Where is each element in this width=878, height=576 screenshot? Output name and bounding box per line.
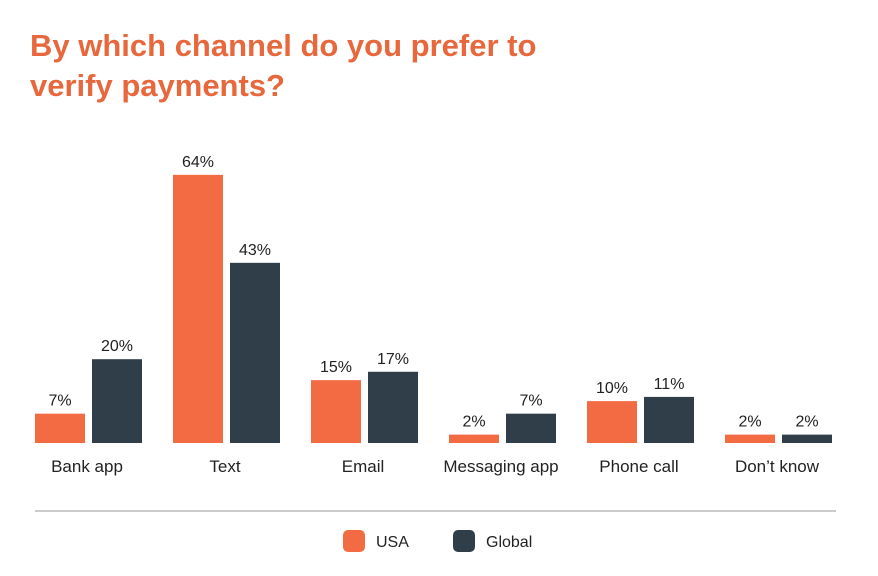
- value-label: 10%: [596, 380, 628, 397]
- value-label: 15%: [320, 359, 352, 376]
- x-tick-label: Don’t know: [734, 457, 820, 476]
- value-label: 7%: [519, 393, 542, 410]
- value-label: 2%: [738, 414, 761, 431]
- bar: [506, 413, 556, 443]
- x-tick-label: Phone call: [599, 457, 679, 476]
- bar: [35, 413, 85, 443]
- bar: [230, 262, 280, 443]
- value-label: 11%: [654, 376, 685, 393]
- x-tick-label: Email: [341, 457, 385, 476]
- value-label: 7%: [48, 393, 71, 410]
- legend-label: Global: [486, 534, 532, 551]
- chart-title: By which channel do you prefer to verify…: [30, 28, 537, 103]
- value-label: 2%: [795, 414, 818, 431]
- bar: [782, 434, 832, 443]
- value-label: 43%: [239, 242, 271, 259]
- bar: [644, 396, 694, 443]
- x-tick-label: Messaging app: [443, 457, 559, 476]
- legend-swatch: [453, 530, 475, 552]
- x-tick-label: Text: [209, 457, 241, 476]
- bar: [587, 401, 637, 443]
- bar: [725, 434, 775, 443]
- value-label: 2%: [462, 414, 485, 431]
- bar: [173, 174, 223, 443]
- value-label: 64%: [182, 154, 214, 171]
- legend-swatch: [343, 530, 365, 552]
- value-label: 17%: [377, 351, 409, 368]
- bar: [449, 434, 499, 443]
- legend-label: USA: [376, 534, 409, 551]
- bar: [92, 359, 142, 443]
- x-tick-label: Bank app: [51, 457, 123, 476]
- bar: [311, 380, 361, 443]
- value-label: 20%: [101, 338, 133, 355]
- bar: [368, 371, 418, 443]
